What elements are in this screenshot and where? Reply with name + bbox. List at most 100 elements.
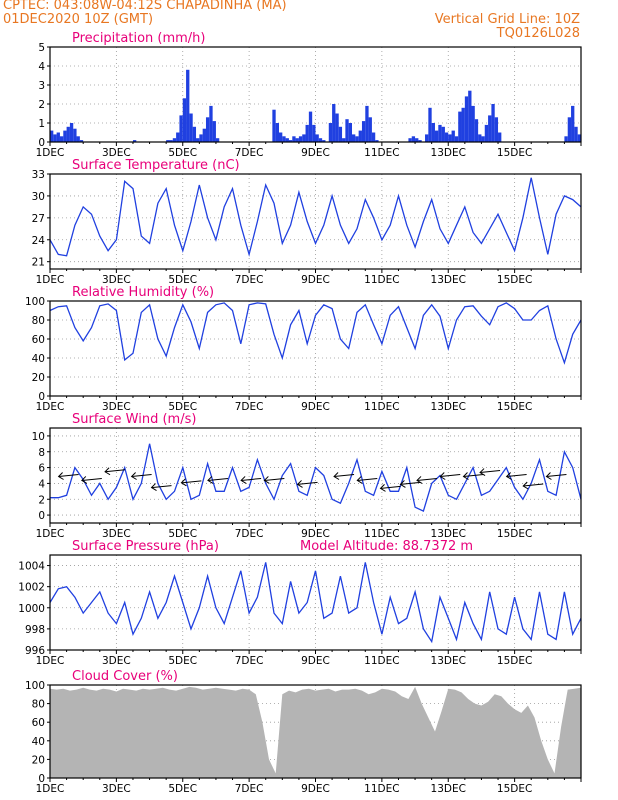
panel-1-bar xyxy=(474,119,479,142)
panel-4-wind-arrow xyxy=(480,470,501,474)
panel-4-ytick-label: 6 xyxy=(38,463,45,475)
panel-1-bar xyxy=(441,126,445,142)
panel-1-bar xyxy=(408,138,412,142)
panel-4-wind-arrow xyxy=(357,477,378,481)
panel-1-bar xyxy=(275,123,279,142)
panel-4-xtick-label: 5DEC xyxy=(168,528,197,540)
panel-1-bar xyxy=(179,115,183,142)
panel-1-xtick-label: 13DEC xyxy=(431,147,466,159)
panel-1-bar xyxy=(478,134,482,142)
panel-4-wind-arrow xyxy=(181,480,202,484)
panel-4-wind-arrowhead xyxy=(333,472,340,480)
panel-4-wind-arrow xyxy=(380,485,401,489)
panel-2-ytick-label: 33 xyxy=(32,169,45,181)
panel-4-wind-arrowhead xyxy=(439,472,446,480)
panel-1-bar xyxy=(438,124,442,142)
panel-1-bar xyxy=(172,138,177,142)
panel-3-xtick-label: 11DEC xyxy=(364,401,399,413)
panel-1-bar xyxy=(468,90,472,142)
panel-1-bar xyxy=(338,126,343,142)
panel-1-title: Precipitation (mm/h) xyxy=(72,31,205,46)
panel-1-bar xyxy=(305,124,309,142)
panel-1-bar xyxy=(577,134,581,142)
panel-4-wind-arrow xyxy=(58,474,79,477)
panel-1-bar xyxy=(352,134,356,142)
panel-1-bar xyxy=(176,132,180,142)
panel-4-wind-arrow xyxy=(207,477,228,481)
panel-1-bar xyxy=(431,123,435,142)
panel-5-ytick-label: 998 xyxy=(25,624,45,636)
panel-5-xtick-label: 15DEC xyxy=(497,655,532,667)
panel-1-ytick-label: 3 xyxy=(38,80,45,92)
panel-3-ytick-label: 60 xyxy=(32,334,45,346)
panel-1-bar xyxy=(209,105,213,142)
panel-1-bar xyxy=(73,128,77,142)
panel-1-bar xyxy=(272,109,276,142)
panel-1-bar xyxy=(50,130,54,142)
panel-3-ytick-label: 100 xyxy=(25,296,45,308)
panel-1-bar xyxy=(365,105,369,142)
panel-6-ytick-label: 60 xyxy=(32,717,45,729)
panel-6-title: Cloud Cover (%) xyxy=(72,669,178,684)
panel-4-wind-arrow xyxy=(81,477,102,481)
panel-5-ytick-label: 1004 xyxy=(18,561,45,573)
panel-4-xtick-label: 1DEC xyxy=(36,528,65,540)
panel-1-xtick-label: 9DEC xyxy=(301,147,330,159)
panel-1-bar xyxy=(494,117,499,142)
panel-4-ytick-label: 10 xyxy=(32,431,45,443)
panel-6-xtick-label: 7DEC xyxy=(235,783,264,795)
panel-1-bar xyxy=(418,140,422,142)
panel-2-ytick-label: 21 xyxy=(32,257,45,269)
panel-1-bar xyxy=(199,134,203,142)
panel-5-xtick-label: 13DEC xyxy=(431,655,466,667)
panel-1-bar xyxy=(458,111,462,142)
panel-4-wind-arrowhead xyxy=(416,476,423,484)
panel-3-xtick-label: 1DEC xyxy=(36,401,65,413)
panel-1-bar xyxy=(212,121,216,142)
panel-4-wind-arrow xyxy=(523,483,544,487)
panel-2-xtick-label: 7DEC xyxy=(235,274,264,286)
panel-2-xtick-label: 11DEC xyxy=(364,274,399,286)
panel-3-series-line xyxy=(49,302,582,365)
panel-1-bar xyxy=(166,140,170,142)
panel-6-xtick-label: 1DEC xyxy=(36,783,65,795)
panel-3-xtick-label: 5DEC xyxy=(168,401,197,413)
panel-4-xtick-label: 11DEC xyxy=(364,528,399,540)
run-code-header: TQ0126L028 xyxy=(496,26,580,41)
panel-5-ytick-label: 1002 xyxy=(18,582,45,594)
panel-1-bar xyxy=(186,69,190,142)
panel-3-xtick-label: 7DEC xyxy=(235,401,264,413)
panel-1-bar xyxy=(491,104,495,142)
panel-4-xtick-label: 3DEC xyxy=(102,528,131,540)
panel-5-ytick-label: 996 xyxy=(25,645,45,657)
panel-1-bar xyxy=(205,117,210,142)
panel-2-title: Surface Temperature (nC) xyxy=(72,158,240,173)
panel-3-xtick-label: 13DEC xyxy=(431,401,466,413)
panel-1-bar xyxy=(79,140,84,142)
panel-3-title: Relative Humidity (%) xyxy=(72,285,214,300)
panel-1-bar xyxy=(425,134,429,142)
panel-1-bar xyxy=(69,123,74,142)
panel-1-bar xyxy=(461,107,465,142)
panel-1-bar xyxy=(415,138,419,142)
panel-1-xtick-label: 7DEC xyxy=(235,147,264,159)
panel-6-xtick-label: 11DEC xyxy=(364,783,399,795)
panel-4-series-line xyxy=(50,443,582,513)
panel-2-xtick-label: 3DEC xyxy=(102,274,131,286)
panel-2-ytick-label: 27 xyxy=(32,213,45,225)
panel-3-xtick-label: 3DEC xyxy=(102,401,131,413)
panel-6-xtick-label: 9DEC xyxy=(301,783,330,795)
panel-4-wind-arrow xyxy=(297,481,318,485)
panel-1-bar xyxy=(215,138,220,142)
panel-4-wind-arrowhead xyxy=(180,478,187,487)
panel-1-bar xyxy=(464,96,469,142)
panel-2-xtick-label: 13DEC xyxy=(431,274,466,286)
panel-1-bar xyxy=(481,136,485,142)
panel-4-wind-arrow xyxy=(151,485,172,489)
panel-1-bar xyxy=(189,113,193,142)
panel-1-bar xyxy=(348,123,353,142)
panel-4-wind-arrowhead xyxy=(81,476,88,484)
panel-3-ytick-label: 40 xyxy=(32,353,45,365)
panel-2-ytick-label: 24 xyxy=(32,235,46,247)
panel-1-bar xyxy=(371,132,376,142)
